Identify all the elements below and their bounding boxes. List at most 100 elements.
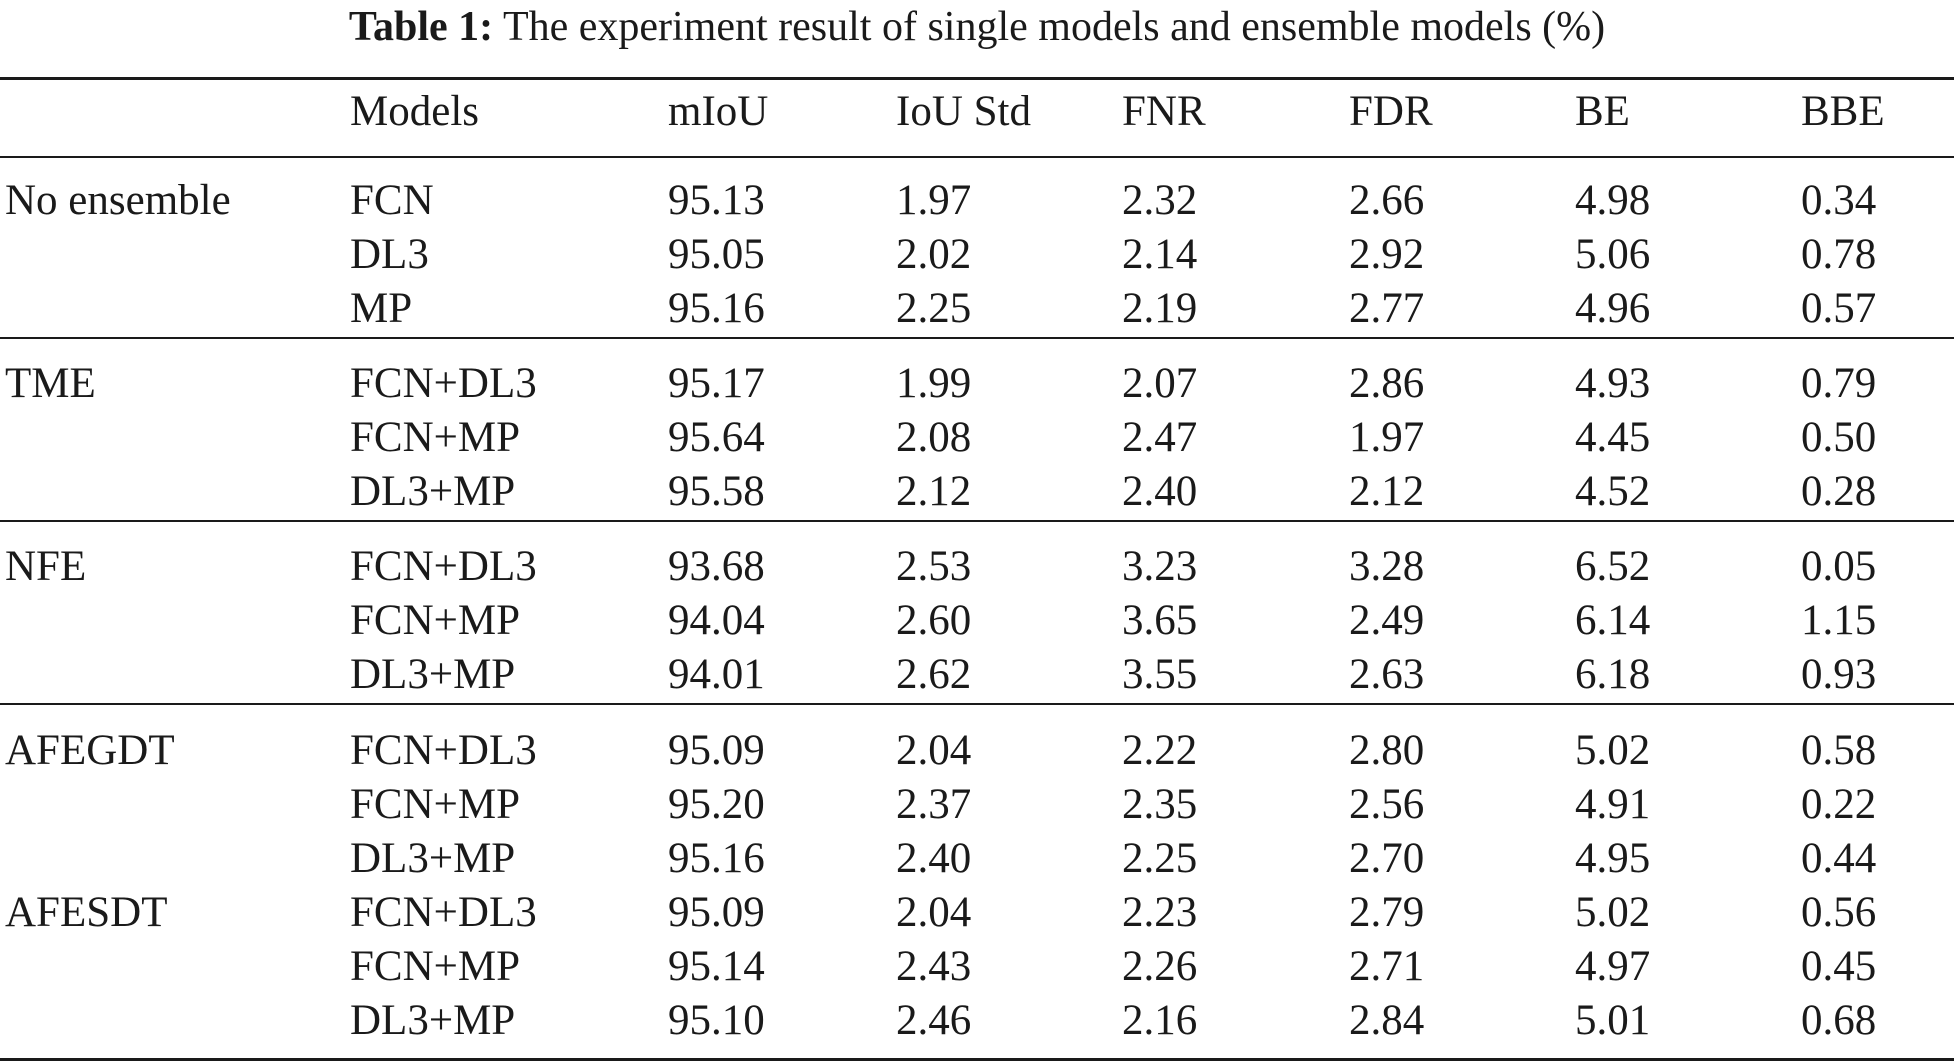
group-label: AFEGDT [5, 727, 175, 774]
bbe-value: 0.34 [1801, 177, 1877, 224]
model-name: FCN+DL3 [350, 360, 537, 407]
column-header: FNR [1122, 88, 1206, 135]
bbe-value: 1.15 [1801, 597, 1877, 644]
fnr-value: 2.40 [1122, 468, 1198, 515]
bbe-value: 0.28 [1801, 468, 1877, 515]
column-header: FDR [1349, 88, 1433, 135]
fnr-value: 3.65 [1122, 597, 1198, 644]
model-name: DL3+MP [350, 468, 516, 515]
miou-value: 95.14 [668, 943, 765, 990]
caption-label: Table 1: [348, 4, 494, 50]
miou-value: 95.10 [668, 997, 765, 1044]
bbe-value: 0.79 [1801, 360, 1877, 407]
model-name: MP [350, 285, 413, 332]
fdr-value: 2.71 [1349, 943, 1425, 990]
be-value: 4.52 [1575, 468, 1651, 515]
bbe-value: 0.93 [1801, 651, 1877, 698]
table-rule [0, 1058, 1954, 1061]
iou-std-value: 2.25 [896, 285, 972, 332]
be-value: 4.95 [1575, 835, 1651, 882]
table-rule [0, 520, 1954, 522]
iou-std-value: 2.46 [896, 997, 972, 1044]
table-caption: Table 1: The experiment result of single… [0, 2, 1954, 60]
be-value: 4.98 [1575, 177, 1651, 224]
group-label: AFESDT [5, 889, 168, 936]
fnr-value: 2.19 [1122, 285, 1198, 332]
model-name: FCN+DL3 [350, 889, 537, 936]
bbe-value: 0.45 [1801, 943, 1877, 990]
fnr-value: 2.32 [1122, 177, 1198, 224]
column-header: BE [1575, 88, 1630, 135]
column-header: BBE [1801, 88, 1885, 135]
be-value: 5.01 [1575, 997, 1651, 1044]
miou-value: 95.16 [668, 285, 765, 332]
table-rule [0, 703, 1954, 705]
iou-std-value: 2.12 [896, 468, 972, 515]
iou-std-value: 2.53 [896, 543, 972, 590]
table-rule [0, 77, 1954, 80]
be-value: 6.14 [1575, 597, 1651, 644]
fdr-value: 2.70 [1349, 835, 1425, 882]
fnr-value: 2.25 [1122, 835, 1198, 882]
model-name: DL3+MP [350, 651, 516, 698]
bbe-value: 0.56 [1801, 889, 1877, 936]
be-value: 4.93 [1575, 360, 1651, 407]
fdr-value: 1.97 [1349, 414, 1425, 461]
fdr-value: 2.86 [1349, 360, 1425, 407]
bbe-value: 0.50 [1801, 414, 1877, 461]
model-name: DL3 [350, 231, 429, 278]
miou-value: 95.09 [668, 727, 765, 774]
group-label: NFE [5, 543, 87, 590]
miou-value: 95.05 [668, 231, 765, 278]
miou-value: 94.04 [668, 597, 765, 644]
model-name: FCN [350, 177, 434, 224]
bbe-value: 0.44 [1801, 835, 1877, 882]
fdr-value: 2.12 [1349, 468, 1425, 515]
fnr-value: 2.26 [1122, 943, 1198, 990]
be-value: 4.97 [1575, 943, 1651, 990]
iou-std-value: 2.43 [896, 943, 972, 990]
fnr-value: 2.23 [1122, 889, 1198, 936]
be-value: 6.18 [1575, 651, 1651, 698]
be-value: 4.96 [1575, 285, 1651, 332]
bbe-value: 0.05 [1801, 543, 1877, 590]
fnr-value: 2.14 [1122, 231, 1198, 278]
miou-value: 95.20 [668, 781, 765, 828]
iou-std-value: 2.40 [896, 835, 972, 882]
group-label: TME [5, 360, 96, 407]
fnr-value: 2.35 [1122, 781, 1198, 828]
fdr-value: 2.84 [1349, 997, 1425, 1044]
be-value: 4.91 [1575, 781, 1651, 828]
fdr-value: 2.80 [1349, 727, 1425, 774]
fnr-value: 2.16 [1122, 997, 1198, 1044]
model-name: FCN+MP [350, 943, 521, 990]
model-name: FCN+MP [350, 597, 521, 644]
be-value: 5.06 [1575, 231, 1651, 278]
fnr-value: 3.55 [1122, 651, 1198, 698]
iou-std-value: 2.60 [896, 597, 972, 644]
miou-value: 95.09 [668, 889, 765, 936]
model-name: FCN+MP [350, 781, 521, 828]
miou-value: 94.01 [668, 651, 765, 698]
bbe-value: 0.22 [1801, 781, 1877, 828]
iou-std-value: 2.04 [896, 727, 972, 774]
iou-std-value: 2.02 [896, 231, 972, 278]
model-name: FCN+DL3 [350, 727, 537, 774]
be-value: 6.52 [1575, 543, 1651, 590]
fdr-value: 2.63 [1349, 651, 1425, 698]
fdr-value: 2.49 [1349, 597, 1425, 644]
miou-value: 93.68 [668, 543, 765, 590]
bbe-value: 0.57 [1801, 285, 1877, 332]
fnr-value: 2.47 [1122, 414, 1198, 461]
fnr-value: 2.07 [1122, 360, 1198, 407]
iou-std-value: 1.99 [896, 360, 972, 407]
miou-value: 95.17 [668, 360, 765, 407]
column-header: Models [350, 88, 479, 135]
miou-value: 95.58 [668, 468, 765, 515]
iou-std-value: 1.97 [896, 177, 972, 224]
be-value: 5.02 [1575, 727, 1651, 774]
miou-value: 95.64 [668, 414, 765, 461]
fdr-value: 2.79 [1349, 889, 1425, 936]
miou-value: 95.16 [668, 835, 765, 882]
bbe-value: 0.68 [1801, 997, 1877, 1044]
